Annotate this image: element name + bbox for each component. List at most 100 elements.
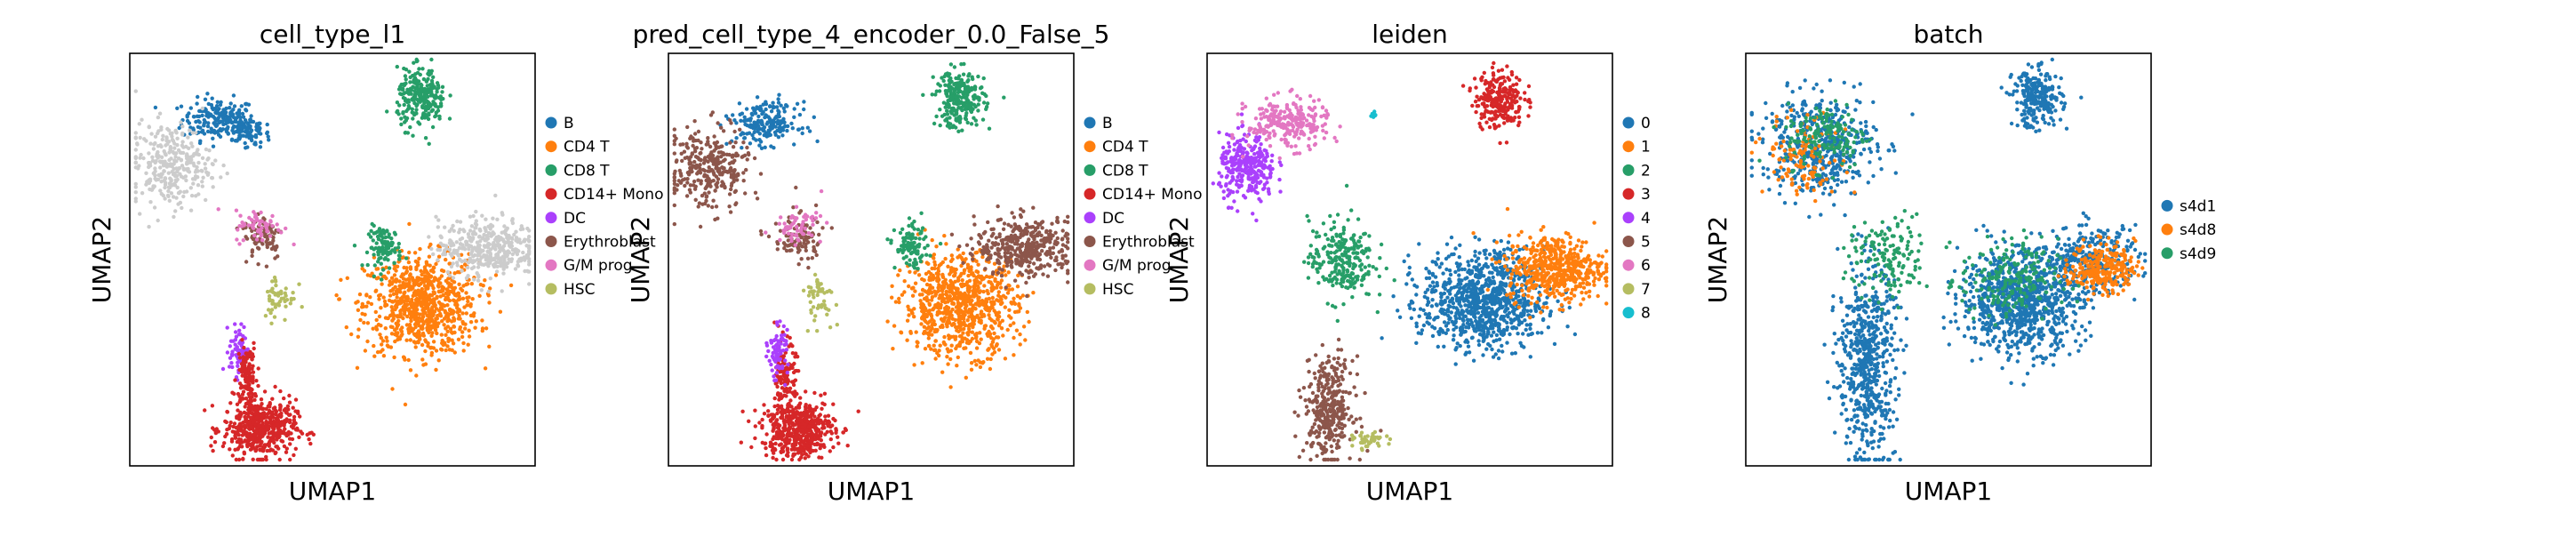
- point: [188, 106, 193, 110]
- point: [443, 225, 447, 229]
- point: [498, 309, 503, 314]
- point: [473, 226, 477, 230]
- point: [955, 290, 960, 294]
- point: [268, 242, 272, 246]
- point: [698, 224, 703, 229]
- point: [462, 247, 468, 252]
- point: [408, 338, 412, 342]
- point: [935, 289, 940, 294]
- point: [994, 335, 999, 340]
- point: [918, 254, 924, 260]
- point: [1027, 319, 1031, 325]
- point: [408, 265, 413, 269]
- point: [1020, 233, 1025, 237]
- point: [944, 293, 949, 297]
- point: [268, 219, 273, 223]
- point: [962, 271, 966, 276]
- point: [896, 247, 900, 252]
- point: [389, 332, 395, 336]
- point: [741, 179, 746, 183]
- point: [205, 92, 210, 96]
- point: [263, 234, 268, 239]
- point: [305, 432, 309, 437]
- point: [172, 141, 177, 146]
- point: [1018, 332, 1022, 337]
- point: [251, 376, 255, 381]
- point: [352, 244, 357, 248]
- point: [406, 357, 411, 363]
- point: [713, 188, 717, 193]
- point: [216, 116, 220, 120]
- point: [753, 190, 758, 195]
- point: [169, 164, 174, 168]
- point: [366, 232, 372, 236]
- point: [368, 295, 372, 300]
- point: [764, 100, 768, 104]
- point: [1023, 338, 1028, 342]
- point: [358, 317, 363, 323]
- point: [436, 313, 440, 318]
- point: [901, 256, 906, 260]
- point: [762, 132, 766, 138]
- point: [225, 171, 229, 176]
- point: [163, 196, 167, 201]
- point: [428, 242, 433, 247]
- point: [236, 228, 240, 232]
- point: [452, 299, 457, 303]
- point: [761, 128, 765, 132]
- point: [387, 266, 392, 270]
- point: [372, 354, 377, 358]
- point: [967, 298, 972, 302]
- point: [483, 366, 488, 371]
- legend-marker: [545, 259, 557, 271]
- point: [420, 83, 424, 88]
- point: [153, 176, 157, 181]
- point: [413, 341, 418, 345]
- point: [412, 283, 417, 287]
- point: [360, 267, 364, 271]
- point: [309, 430, 314, 435]
- point: [949, 334, 954, 340]
- point: [247, 363, 252, 367]
- point: [902, 279, 907, 284]
- point: [948, 259, 954, 263]
- point: [940, 293, 944, 299]
- point: [284, 298, 290, 302]
- point: [229, 120, 234, 125]
- point: [165, 126, 170, 132]
- point: [377, 245, 381, 250]
- point: [182, 189, 187, 195]
- point: [727, 161, 732, 166]
- point: [360, 311, 364, 317]
- point: [455, 269, 460, 275]
- point: [1045, 262, 1051, 267]
- point: [420, 326, 425, 331]
- legend-label: CD8 T: [564, 162, 610, 180]
- point: [379, 229, 383, 234]
- point: [162, 169, 166, 173]
- point: [174, 196, 179, 200]
- point: [757, 108, 763, 112]
- point: [708, 179, 713, 184]
- point: [1031, 230, 1036, 235]
- point: [240, 365, 244, 370]
- point: [500, 212, 505, 217]
- point: [407, 331, 412, 335]
- point: [1066, 240, 1070, 244]
- point: [293, 446, 298, 451]
- point: [233, 378, 237, 382]
- point: [675, 158, 679, 163]
- point: [376, 252, 380, 257]
- point: [1004, 273, 1008, 277]
- point: [987, 329, 991, 334]
- point: [493, 273, 499, 277]
- point: [237, 427, 242, 431]
- point: [940, 370, 945, 374]
- point: [241, 389, 246, 394]
- point: [1004, 242, 1010, 246]
- point: [917, 293, 923, 297]
- point: [476, 265, 481, 269]
- point: [419, 87, 423, 92]
- point: [236, 364, 240, 368]
- point: [905, 338, 909, 342]
